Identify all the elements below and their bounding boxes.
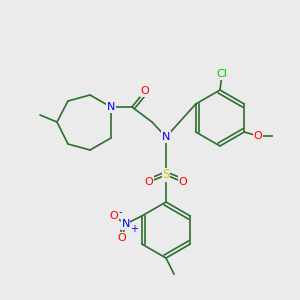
Text: O: O (117, 233, 126, 243)
Text: N: N (122, 219, 130, 229)
Text: O: O (254, 131, 262, 141)
Text: O: O (141, 86, 149, 96)
Text: -: - (119, 207, 122, 217)
Text: O: O (178, 177, 188, 187)
Text: O: O (145, 177, 153, 187)
Text: S: S (162, 169, 170, 182)
Text: N: N (107, 102, 115, 112)
Text: N: N (162, 132, 170, 142)
Text: O: O (110, 211, 118, 221)
Text: Cl: Cl (217, 69, 227, 79)
Text: +: + (130, 224, 138, 234)
